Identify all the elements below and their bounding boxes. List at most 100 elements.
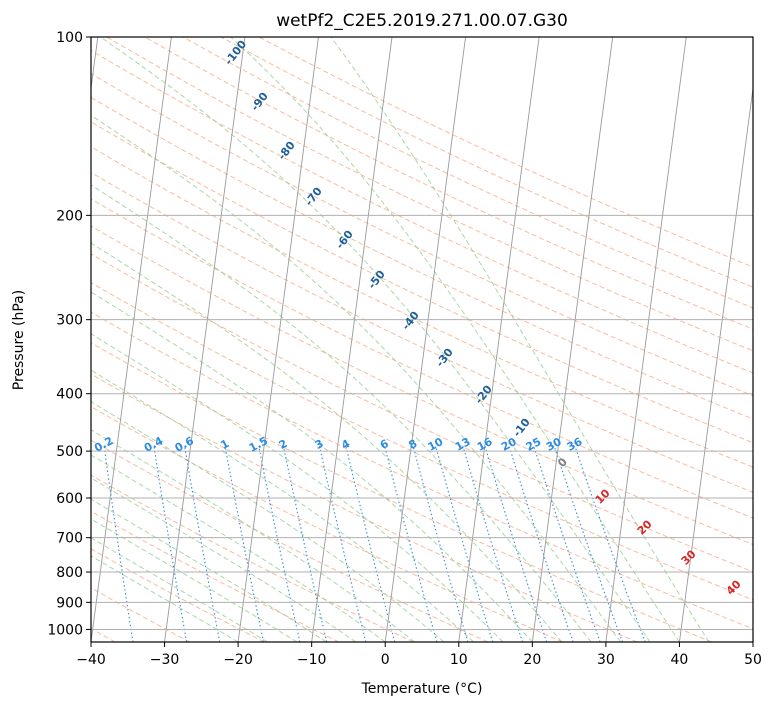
isotherm-line xyxy=(91,37,99,92)
isotherm-line xyxy=(605,37,687,642)
dry-adiabat-line xyxy=(91,311,753,630)
mixing-ratio-label: 25 xyxy=(524,435,544,454)
dry-adiabat-line xyxy=(144,37,753,330)
dry-adiabat-line xyxy=(91,96,753,420)
mixing-ratio-label: 0.2 xyxy=(92,434,115,455)
mixing-ratio-label: 6 xyxy=(378,437,391,452)
mixing-ratio-line xyxy=(574,445,646,642)
isotherm-line xyxy=(384,37,467,642)
isotherm-line xyxy=(752,638,753,642)
mixing-ratio-label: 13 xyxy=(453,435,473,454)
dry-adiabat-label: -90 xyxy=(248,90,271,114)
dry-adiabat-line xyxy=(91,439,489,642)
moist-adiabat-line xyxy=(91,369,474,642)
moist-adiabat-line xyxy=(230,37,680,642)
moist-adiabat-line xyxy=(91,537,268,642)
y-tick-label: 400 xyxy=(56,387,83,403)
mixing-ratio-label: 20 xyxy=(499,435,519,454)
mixing-ratio-line xyxy=(553,445,624,642)
isotherms xyxy=(91,37,753,642)
moist-adiabat-line xyxy=(91,242,563,642)
y-tick-label: 500 xyxy=(56,444,83,460)
dry-adiabat-label: -40 xyxy=(399,309,422,333)
mixing-ratio-line xyxy=(412,445,469,642)
moist-adiabat-line xyxy=(91,477,357,642)
dry-adiabat-label: -100 xyxy=(222,38,249,68)
dry-adiabat-label: -60 xyxy=(333,228,356,252)
mixing-ratio-line xyxy=(224,445,265,642)
axis-ticks: −40 −30 −20 −10 0 10 20 30 40 5010009008007006005… xyxy=(47,30,762,668)
mixing-ratio-label: 10 xyxy=(426,435,446,454)
mixing-ratio-line xyxy=(384,445,438,642)
mixing-ratio-label: 1 xyxy=(218,437,231,452)
x-tick-label: 50 xyxy=(744,652,762,668)
x-tick-label: −40 xyxy=(76,652,106,668)
dry-adiabat-line xyxy=(91,342,712,642)
dry-adiabat-label: -20 xyxy=(472,383,495,407)
dry-adiabat-line xyxy=(91,281,753,601)
mixing-ratio-line xyxy=(533,445,601,642)
moist-adiabat-line xyxy=(91,184,592,642)
dry-adiabat-line xyxy=(106,37,753,352)
dry-adiabat-line xyxy=(91,406,563,642)
mixing-ratio-line xyxy=(153,445,188,642)
moist-adiabat-label: 0 xyxy=(555,455,570,470)
y-tick-label: 800 xyxy=(56,565,83,581)
dry-adiabat-line xyxy=(258,37,753,268)
isotherm-line xyxy=(91,37,172,642)
x-tick-label: 40 xyxy=(671,652,689,668)
moist-adiabat-line xyxy=(330,37,710,642)
mixing-ratio-label: 3 xyxy=(313,437,326,452)
temperature-line xyxy=(0,37,54,322)
plot-frame xyxy=(90,36,754,643)
y-tick-label: 700 xyxy=(56,531,83,547)
x-tick-label: 30 xyxy=(597,652,615,668)
dry-adiabat-label: -70 xyxy=(302,185,325,209)
dry-adiabat-line xyxy=(91,72,753,397)
dry-adiabat-line xyxy=(91,171,753,493)
moist-adiabat-label: 10 xyxy=(593,486,613,506)
plot-area: -100-90-80-70-60-50-40-30-20-100.1 0.2 0.4… xyxy=(0,37,753,642)
moist-adiabat-line xyxy=(91,429,415,642)
mixing-ratio-line xyxy=(184,445,221,642)
isotherm-line xyxy=(164,37,246,642)
isotherm-line xyxy=(531,37,614,642)
isotherm-line xyxy=(237,37,319,642)
y-tick-label: 200 xyxy=(56,208,83,224)
moist-adiabat-label: 30 xyxy=(679,547,699,567)
moist-adiabat-line xyxy=(100,37,651,642)
moist-adiabat-line xyxy=(91,114,622,642)
mixing-ratio-label: 30 xyxy=(544,435,564,454)
mixing-ratio-label: 4 xyxy=(339,437,352,452)
mixing-ratio-line xyxy=(282,445,328,642)
mixing-ratio-line xyxy=(318,445,367,642)
dry-adiabats xyxy=(91,37,753,642)
mixing-ratio-label: 1.5 xyxy=(247,434,270,455)
x-tick-label: −10 xyxy=(297,652,327,668)
y-tick-label: 1000 xyxy=(47,622,83,638)
moist-adiabat-line xyxy=(91,454,386,642)
dry-adiabat-line xyxy=(91,49,753,374)
x-axis-label: Temperature (°C) xyxy=(361,681,483,697)
dry-adiabat-line xyxy=(91,373,638,642)
dry-adiabat-line xyxy=(91,225,753,546)
dry-adiabat-label: -10 xyxy=(510,416,533,440)
dry-adiabat-line xyxy=(91,121,753,444)
mixing-ratio-line xyxy=(103,445,134,642)
mixing-ratio-label: 36 xyxy=(565,435,585,454)
isotherm-line xyxy=(311,37,393,642)
isobars xyxy=(91,37,753,630)
chart-title: wetPf2_C2E5.2019.271.00.07.G30 xyxy=(276,11,568,31)
dry-adiabat-line xyxy=(91,146,753,468)
moist-adiabat-line xyxy=(91,333,504,642)
y-tick-label: 600 xyxy=(56,491,83,507)
y-axis-label: Pressure (hPa) xyxy=(11,290,27,390)
x-tick-label: −30 xyxy=(150,652,180,668)
moist-adiabat-line xyxy=(91,291,533,642)
x-tick-label: 10 xyxy=(450,652,468,668)
mixing-ratio-label: 16 xyxy=(475,435,495,454)
dry-adiabat-line xyxy=(91,198,753,519)
dry-adiabat-line xyxy=(91,253,753,573)
dry-adiabat-label: -80 xyxy=(275,139,298,163)
